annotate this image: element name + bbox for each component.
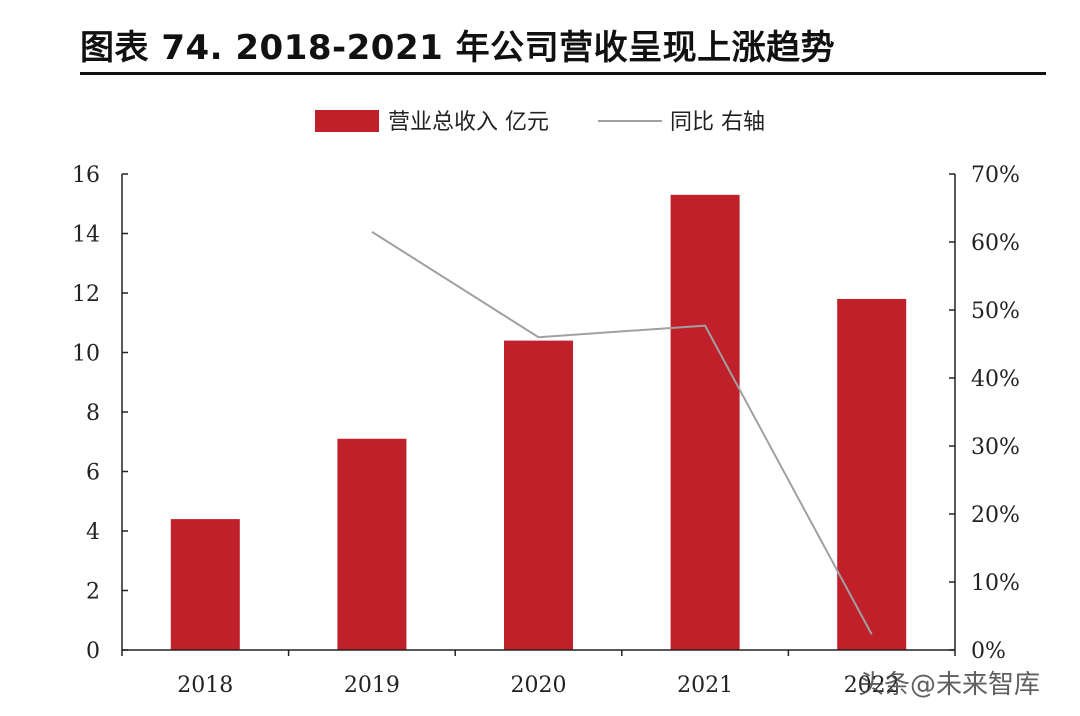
right-tick-label: 50%	[971, 299, 1020, 324]
legend-bar-label: 营业总收入 亿元	[388, 110, 549, 135]
right-tick-label: 0%	[971, 639, 1006, 664]
bar-2021	[670, 194, 740, 650]
legend-bar-swatch	[315, 110, 379, 132]
right-tick-label: 10%	[971, 571, 1020, 596]
bar-2018	[170, 519, 240, 650]
left-tick-label: 4	[86, 520, 100, 545]
x-tick-label: 2022	[844, 673, 900, 698]
bar-2022	[837, 298, 907, 650]
watermark: 头条@未来智库	[858, 670, 1041, 700]
left-tick-label: 16	[72, 163, 100, 188]
left-tick-label: 12	[72, 282, 100, 307]
bar-2020	[504, 340, 573, 650]
left-tick-label: 10	[72, 342, 100, 367]
legend-line-label: 同比 右轴	[670, 110, 765, 135]
chart-title: 图表 74. 2018-2021 年公司营收呈现上涨趋势	[80, 28, 836, 68]
x-tick-label: 2020	[511, 673, 567, 698]
left-tick-label: 14	[72, 223, 100, 248]
line-series	[371, 230, 873, 635]
left-tick-label: 2	[86, 580, 100, 605]
legend: 营业总收入 亿元 同比 右轴	[315, 110, 765, 135]
x-tick-label: 2021	[677, 673, 733, 698]
axes: 0 2 4 6 8 10 12 14 16 0% 10% 20% 30% 40% 50% 60% 70% 2018…	[72, 163, 1020, 698]
bar-series	[170, 194, 907, 650]
x-tick-label: 2018	[177, 673, 233, 698]
right-tick-label: 30%	[971, 435, 1020, 460]
right-tick-label: 70%	[971, 163, 1020, 188]
left-tick-label: 0	[86, 639, 100, 664]
left-tick-label: 8	[86, 401, 100, 426]
right-tick-label: 60%	[971, 231, 1020, 256]
yoy-line	[371, 230, 873, 635]
left-tick-label: 6	[86, 461, 100, 486]
title-divider	[80, 72, 1046, 75]
x-tick-label: 2019	[344, 673, 400, 698]
right-tick-label: 20%	[971, 503, 1020, 528]
bar-2019	[337, 438, 407, 650]
right-tick-label: 40%	[971, 367, 1020, 392]
